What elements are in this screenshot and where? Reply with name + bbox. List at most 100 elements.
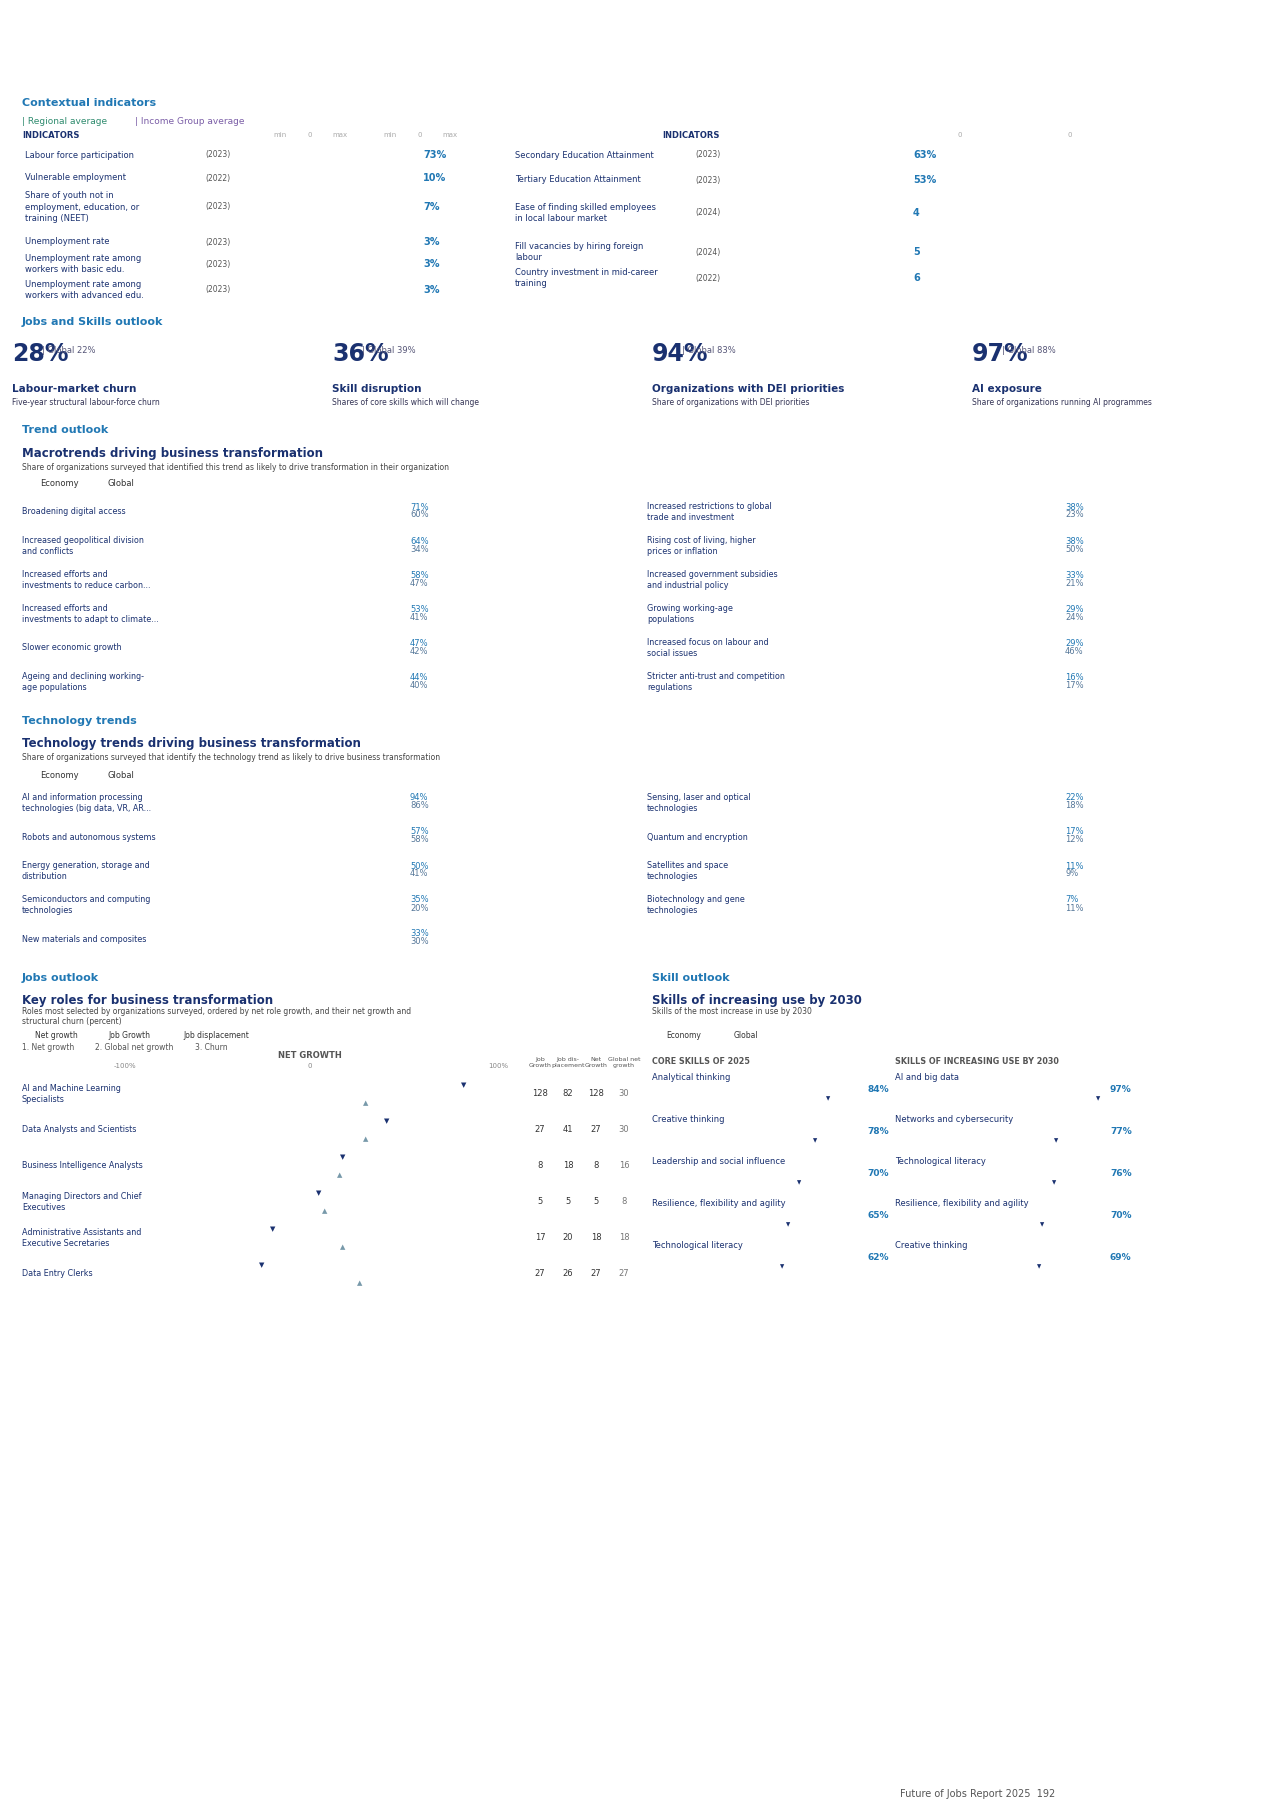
- Text: Economy: Economy: [666, 1031, 701, 1040]
- Text: AI and information processing
technologies (big data, VR, AR...: AI and information processing technologi…: [22, 792, 151, 814]
- Text: max: max: [443, 132, 457, 137]
- Text: ▼: ▼: [797, 1179, 801, 1185]
- Text: 2. Global net growth: 2. Global net growth: [95, 1042, 173, 1051]
- Text: Managing Directors and Chief
Executives: Managing Directors and Chief Executives: [22, 1192, 142, 1212]
- Text: ▼: ▼: [1052, 1179, 1056, 1185]
- Text: Roles most selected by organizations surveyed, ordered by net role growth, and t: Roles most selected by organizations sur…: [22, 1008, 411, 1017]
- Text: Labour force participation: Labour force participation: [26, 150, 134, 159]
- Text: 78%: 78%: [867, 1127, 888, 1136]
- Text: Analytical thinking: Analytical thinking: [652, 1073, 731, 1082]
- Text: Unemployment rate: Unemployment rate: [26, 237, 110, 246]
- Text: (2023): (2023): [205, 237, 230, 246]
- Text: 62%: 62%: [867, 1254, 888, 1263]
- Text: 77%: 77%: [1110, 1127, 1132, 1136]
- Text: Share of organizations with DEI priorities: Share of organizations with DEI prioriti…: [652, 398, 809, 407]
- Text: 28%: 28%: [12, 342, 69, 365]
- Text: 60%: 60%: [410, 510, 429, 519]
- Text: Creative thinking: Creative thinking: [652, 1114, 724, 1123]
- Text: 36%: 36%: [332, 342, 389, 365]
- Text: -100%: -100%: [114, 1064, 136, 1069]
- Text: 21%: 21%: [1065, 579, 1083, 588]
- Text: 128: 128: [532, 1089, 548, 1098]
- Text: 84%: 84%: [867, 1085, 888, 1094]
- Text: 3%: 3%: [422, 286, 439, 295]
- Text: | Global 88%: | Global 88%: [1002, 346, 1056, 355]
- Text: Global: Global: [108, 479, 134, 488]
- Text: AI and Machine Learning
Specialists: AI and Machine Learning Specialists: [22, 1084, 120, 1103]
- Text: Net growth: Net growth: [35, 1031, 78, 1040]
- Text: Singapore: Singapore: [29, 49, 205, 78]
- Text: Technological literacy: Technological literacy: [652, 1241, 742, 1250]
- Text: Technological literacy: Technological literacy: [895, 1158, 986, 1167]
- Text: Economy: Economy: [40, 771, 78, 780]
- Text: Shares of core skills which will change: Shares of core skills which will change: [332, 398, 479, 407]
- Text: 22%: 22%: [1065, 794, 1083, 803]
- Text: Growing working-age
populations: Growing working-age populations: [646, 604, 733, 624]
- Text: Energy generation, storage and
distribution: Energy generation, storage and distribut…: [22, 861, 150, 881]
- Text: New materials and composites: New materials and composites: [22, 935, 146, 944]
- Text: (2024): (2024): [695, 208, 721, 217]
- Text: ▼: ▼: [826, 1096, 831, 1102]
- Text: Share of organizations surveyed that identified this trend as likely to drive tr: Share of organizations surveyed that ide…: [22, 463, 449, 472]
- Text: Unemployment rate among
workers with basic edu.: Unemployment rate among workers with bas…: [26, 253, 141, 275]
- Text: Increased geopolitical division
and conflicts: Increased geopolitical division and conf…: [22, 535, 143, 555]
- Text: ▼: ▼: [1053, 1138, 1059, 1143]
- Text: Leadership and social influence: Leadership and social influence: [652, 1158, 785, 1167]
- Text: NET GROWTH: NET GROWTH: [278, 1051, 342, 1060]
- Text: 3%: 3%: [422, 237, 439, 248]
- Text: 76%: 76%: [1110, 1169, 1132, 1178]
- Text: 33%: 33%: [1065, 570, 1084, 579]
- Text: 4: 4: [913, 208, 920, 219]
- Text: min: min: [274, 132, 287, 137]
- Text: Stricter anti-trust and competition
regulations: Stricter anti-trust and competition regu…: [646, 671, 785, 693]
- Text: Quantum and encryption: Quantum and encryption: [646, 832, 748, 841]
- Text: | Regional average: | Regional average: [22, 118, 108, 127]
- Text: 1 / 2: 1 / 2: [630, 20, 650, 27]
- Text: Five-year structural labour-force churn: Five-year structural labour-force churn: [12, 398, 160, 407]
- Text: (2023): (2023): [695, 175, 721, 185]
- Text: | Income Group average: | Income Group average: [134, 118, 244, 127]
- Text: Ageing and declining working-
age populations: Ageing and declining working- age popula…: [22, 671, 143, 693]
- Text: Increased restrictions to global
trade and investment: Increased restrictions to global trade a…: [646, 501, 772, 523]
- Text: 17%: 17%: [1065, 827, 1084, 836]
- Text: 70%: 70%: [867, 1169, 888, 1178]
- Text: 27: 27: [535, 1270, 545, 1279]
- Text: 33%: 33%: [410, 930, 429, 939]
- Text: 7%: 7%: [422, 203, 439, 212]
- Text: 46%: 46%: [1065, 646, 1084, 655]
- Text: (2023): (2023): [205, 203, 230, 212]
- Text: 8: 8: [538, 1161, 543, 1170]
- Text: Skills of increasing use by 2030: Skills of increasing use by 2030: [652, 993, 861, 1006]
- Text: Resilience, flexibility and agility: Resilience, flexibility and agility: [895, 1199, 1029, 1208]
- Text: 69%: 69%: [1110, 1254, 1132, 1263]
- Text: 27: 27: [590, 1125, 602, 1134]
- Text: Technology trends: Technology trends: [22, 716, 137, 725]
- Text: Trend outlook: Trend outlook: [22, 425, 109, 434]
- Text: 94%: 94%: [652, 342, 709, 365]
- Text: ▼: ▼: [1037, 1264, 1041, 1268]
- Text: Jobs outlook: Jobs outlook: [22, 973, 99, 982]
- Text: 63%: 63%: [913, 150, 936, 159]
- Text: 5: 5: [594, 1198, 599, 1207]
- Text: Organizations with DEI priorities: Organizations with DEI priorities: [652, 384, 845, 394]
- Text: Economy: Economy: [40, 479, 78, 488]
- Text: 128: 128: [588, 1089, 604, 1098]
- Text: 29%: 29%: [1065, 604, 1083, 613]
- Text: Global: Global: [733, 1031, 759, 1040]
- Text: ▲: ▲: [340, 1245, 346, 1250]
- Text: 64%: 64%: [410, 537, 429, 546]
- Text: Contextual indicators: Contextual indicators: [22, 98, 156, 109]
- Text: ▼: ▼: [813, 1138, 817, 1143]
- Text: 97%: 97%: [1110, 1085, 1132, 1094]
- Text: ▼: ▼: [780, 1264, 785, 1268]
- Text: Share of youth not in
employment, education, or
training (NEET): Share of youth not in employment, educat…: [26, 192, 140, 223]
- Text: ▼: ▼: [384, 1118, 389, 1123]
- Text: 1. Net growth: 1. Net growth: [22, 1042, 74, 1051]
- Text: 97%: 97%: [972, 342, 1029, 365]
- Text: 8: 8: [621, 1198, 627, 1207]
- Text: 70%: 70%: [1110, 1212, 1132, 1221]
- Text: Global net
growth: Global net growth: [608, 1056, 640, 1067]
- Text: 86%: 86%: [410, 801, 429, 810]
- Text: ▼: ▼: [270, 1227, 275, 1232]
- Text: ▼: ▼: [1096, 1096, 1100, 1102]
